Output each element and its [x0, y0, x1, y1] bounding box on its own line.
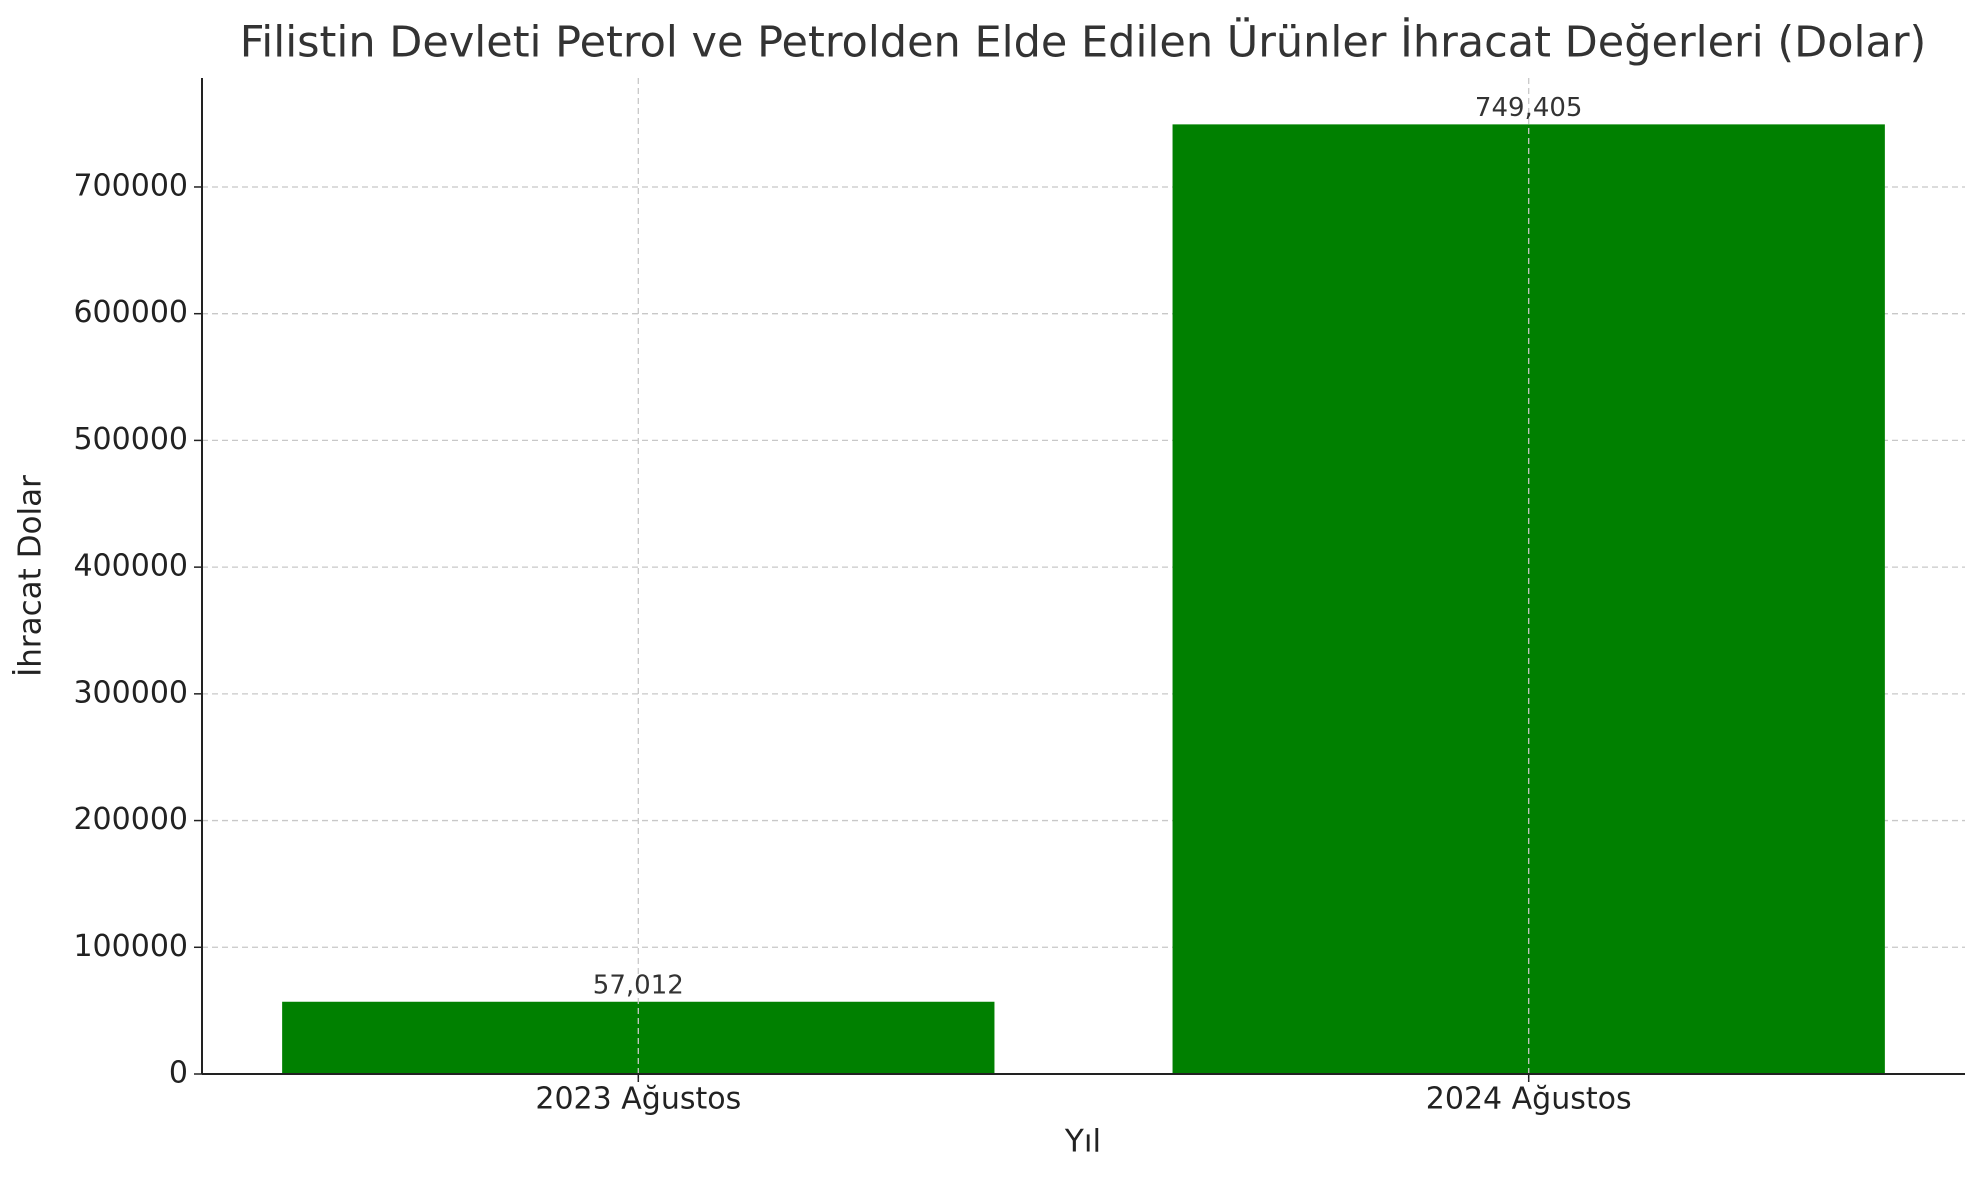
value-label: 57,012 [593, 970, 684, 1000]
y-tick-label: 600000 [73, 295, 188, 330]
y-tick-label: 100000 [73, 929, 188, 964]
y-tick-label: 300000 [73, 675, 188, 710]
x-tick-label: 2024 Ağustos [1426, 1082, 1632, 1117]
y-tick-label: 0 [169, 1056, 188, 1091]
x-tick-label: 2023 Ağustos [535, 1082, 741, 1117]
y-tick-label: 400000 [73, 549, 188, 584]
y-tick-label: 700000 [73, 168, 188, 203]
y-tick-label: 500000 [73, 422, 188, 457]
y-axis-label: İhracat Dolar [13, 475, 49, 677]
y-tick-label: 200000 [73, 802, 188, 837]
x-axis-label: Yıl [1064, 1124, 1101, 1160]
value-label: 749,405 [1475, 93, 1583, 123]
chart-title: Filistin Devleti Petrol ve Petrolden Eld… [240, 17, 1927, 68]
